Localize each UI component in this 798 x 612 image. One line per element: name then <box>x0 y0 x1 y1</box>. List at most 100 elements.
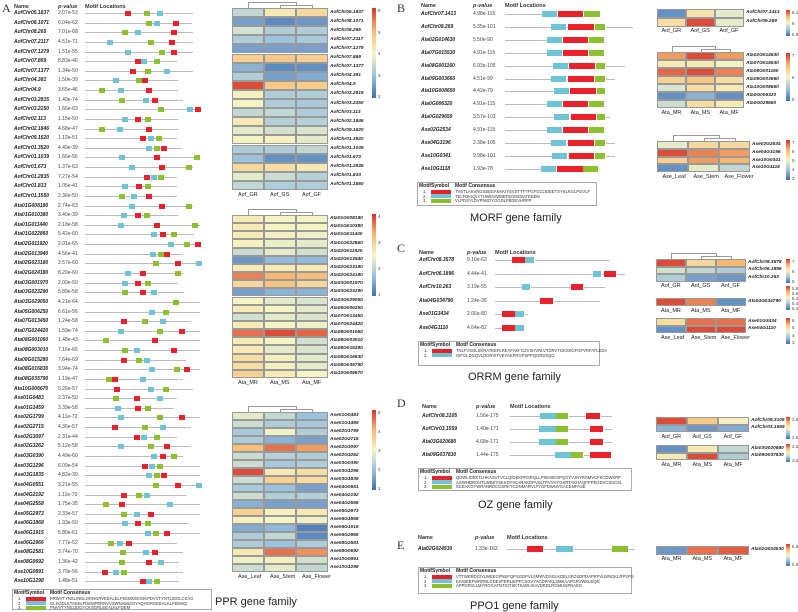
heatmap-column-label: Ase_Stem <box>693 173 719 180</box>
dendrogram-line <box>671 46 673 52</box>
heatmap-row-label: Ata08G003010 <box>330 338 363 344</box>
heatmap-column-label: Ata_MR <box>661 307 681 314</box>
p-value: 2.18e-58 <box>58 221 78 228</box>
heatmap-row-label: Ata10G006670 <box>330 370 363 376</box>
heatmap-cell <box>264 153 296 163</box>
heatmap-cell <box>296 126 328 136</box>
heatmap-cell <box>232 280 264 289</box>
motif-box-c <box>151 232 157 238</box>
motif-box-c <box>140 59 147 65</box>
motif-box-r <box>163 444 170 450</box>
motif-box-r <box>604 270 617 277</box>
p-value: 2.57e-60 <box>58 260 78 267</box>
legend-symbol-g <box>432 583 452 588</box>
motif-track-line <box>85 263 200 265</box>
heatmap-cell <box>232 180 264 190</box>
heatmap-column-label: Ata_MS <box>692 556 713 562</box>
heatmap-row-label: Ata01G011440 <box>330 232 363 238</box>
heatmap-row-label: AofChr02.1846 <box>330 118 364 124</box>
colorbar <box>786 544 790 566</box>
motif-box-c <box>522 284 531 291</box>
motif-track-line <box>85 13 194 14</box>
motif-box-g <box>170 453 177 459</box>
p-value: 1.93e-78 <box>473 165 493 172</box>
colorbar-tick-label: 6 <box>792 269 795 274</box>
legend-header-symbol: Symbol <box>431 183 450 189</box>
legend-motif-number: 2. <box>424 479 428 485</box>
motif-track-line <box>85 292 184 294</box>
motif-box-c <box>151 453 157 459</box>
motif-box-c <box>117 222 124 228</box>
column-header-pvalue: p-value <box>475 535 495 541</box>
heatmap-row-label: Ase10G1298 <box>330 565 359 570</box>
colorbar-tick-label: 5 <box>378 29 381 35</box>
motif-box-c <box>122 116 129 122</box>
heatmap-row-label: Ata07G013450 <box>330 313 363 319</box>
motif-box-g <box>154 145 161 151</box>
motif-box-c <box>133 348 140 354</box>
legend-header-motif: Motif <box>419 183 431 189</box>
legend-motif-number: 1. <box>423 189 427 194</box>
legend-symbol-r <box>26 596 46 601</box>
motif-track-line <box>85 436 177 438</box>
heatmap-cell <box>264 223 296 232</box>
motif-box-r <box>114 386 121 392</box>
dendrogram-line <box>671 253 716 254</box>
heatmap-row-label: AofChr08.1071 <box>330 18 364 24</box>
motif-box-r <box>141 78 148 84</box>
colorbar <box>786 444 790 462</box>
motif-box-g <box>122 290 129 296</box>
motif-box-g <box>156 463 163 469</box>
colorbar <box>786 259 790 283</box>
gene-name: AofChr04.381 <box>14 77 47 84</box>
motif-box-g <box>145 405 152 411</box>
heatmap-cell <box>232 476 264 484</box>
gene-name: Ata08G015280 <box>14 356 49 363</box>
heatmap-row-label: Ata03G029050 <box>330 297 363 303</box>
colorbar-tick-label: 6 <box>378 8 381 13</box>
motif-track-line <box>85 253 183 255</box>
heatmap-cell <box>296 26 328 36</box>
motif-box-g <box>144 11 151 16</box>
motif-box-g <box>136 357 143 363</box>
motif-box-g <box>597 88 606 95</box>
heatmap-cell <box>657 92 686 100</box>
heatmap-cell <box>686 298 716 306</box>
motif-track-line <box>85 186 177 188</box>
motif-track-line <box>85 369 200 371</box>
heatmap-cell <box>687 546 718 555</box>
dendrogram-line <box>296 209 297 212</box>
heatmap-cell <box>264 44 296 54</box>
motif-box-g <box>108 540 115 546</box>
motif-legend-box <box>418 468 632 491</box>
p-value: 6.04e-62 <box>58 19 78 26</box>
gene-name: Ata01G010380 <box>14 212 49 219</box>
motif-box-c <box>131 193 138 199</box>
motif-track-line <box>85 484 200 486</box>
heatmap-cell <box>232 428 264 436</box>
gene-name: AofChr03.1559 <box>422 426 458 432</box>
heatmap-cell <box>657 164 688 173</box>
motif-box-c <box>116 126 123 132</box>
heatmap-cell <box>296 44 328 54</box>
heatmap-row-label: Ase01G0483 <box>330 413 359 418</box>
motif-box-c <box>134 30 141 36</box>
heatmap-column-label: Aof_GF <box>721 283 740 289</box>
colorbar-tick-label: 5.45 <box>792 296 798 301</box>
heatmap-cell <box>264 500 296 508</box>
p-value: 4.68e-47 <box>58 125 78 132</box>
heatmap-cell <box>296 320 328 330</box>
colorbar <box>786 53 790 101</box>
p-value: 1.40e-171 <box>476 426 499 432</box>
heatmap-row-label: AofChr01.1039 <box>330 146 364 152</box>
heatmap-cell <box>264 444 296 452</box>
heatmap-row-label: AofChr01.2835 <box>330 164 364 170</box>
heatmap-row-label: Ata09G003660 <box>746 77 779 82</box>
motif-box-c <box>551 23 567 30</box>
heatmap-cell <box>296 444 328 452</box>
motif-track-line <box>85 234 195 236</box>
motif-box-c <box>551 75 567 82</box>
p-value: 4.51e-99 <box>473 75 493 82</box>
motif-box-r <box>134 405 141 411</box>
heatmap-row-label: Ata08G001060 <box>330 330 363 336</box>
